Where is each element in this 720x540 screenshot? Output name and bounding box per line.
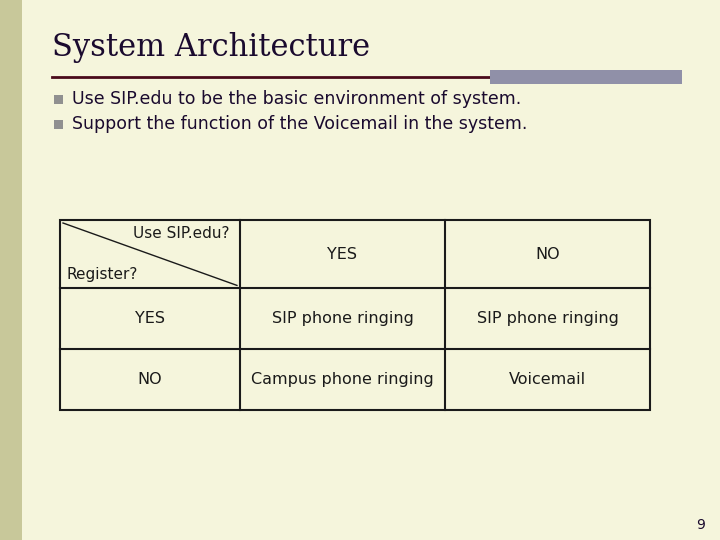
Text: Campus phone ringing: Campus phone ringing (251, 372, 434, 387)
Bar (60, 220, 650, 410)
Text: YES: YES (328, 247, 357, 262)
Text: Use SIP.edu to be the basic environment of system.: Use SIP.edu to be the basic environment … (72, 90, 521, 108)
Bar (54, 95, 63, 104)
Text: Use SIP.edu?: Use SIP.edu? (133, 226, 230, 241)
Text: NO: NO (535, 247, 560, 262)
Bar (54, 120, 63, 129)
Text: Register?: Register? (66, 267, 138, 282)
Text: System Architecture: System Architecture (52, 32, 370, 63)
Bar (0, 0, 22, 540)
Text: SIP phone ringing: SIP phone ringing (271, 311, 413, 326)
Bar (490, 70, 682, 84)
Text: SIP phone ringing: SIP phone ringing (477, 311, 618, 326)
Text: Voicemail: Voicemail (509, 372, 586, 387)
Text: 9: 9 (696, 518, 705, 532)
Text: NO: NO (138, 372, 162, 387)
Text: YES: YES (135, 311, 165, 326)
Text: Support the function of the Voicemail in the system.: Support the function of the Voicemail in… (72, 115, 527, 133)
